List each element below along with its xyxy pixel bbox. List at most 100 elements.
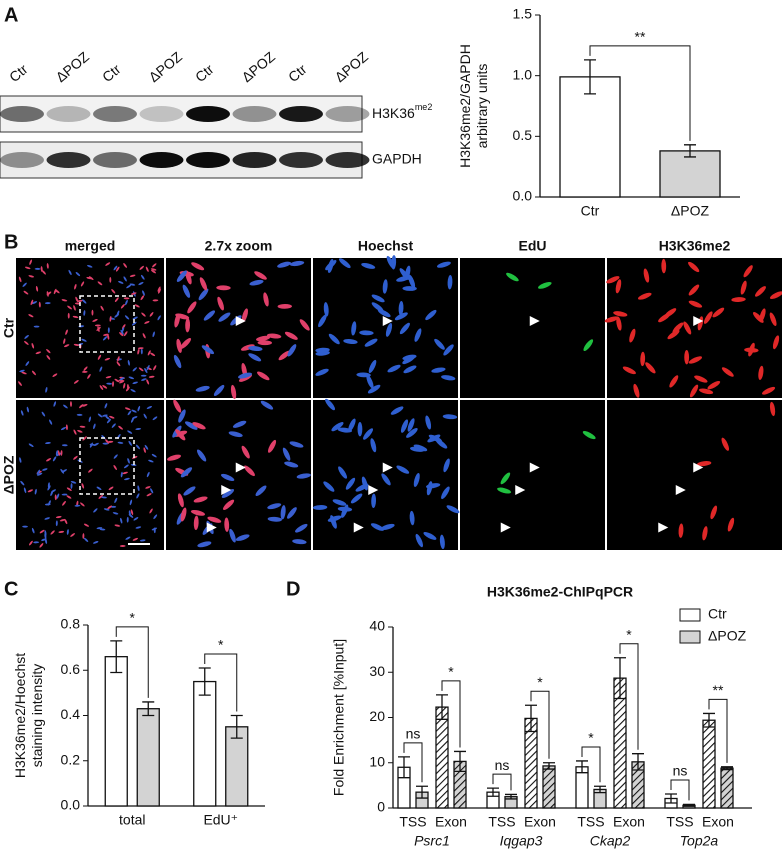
nucleus — [497, 487, 512, 494]
nucleus — [694, 375, 708, 383]
nucleus — [407, 418, 415, 432]
error-bar — [576, 760, 588, 774]
nucleus — [114, 524, 121, 527]
nucleus — [131, 292, 137, 295]
column-header: H3K36me2 — [659, 238, 731, 254]
blot-band — [325, 106, 370, 122]
nucleus — [139, 265, 144, 270]
nucleus — [146, 379, 150, 385]
nucleus — [117, 356, 120, 362]
nucleus — [278, 350, 291, 361]
legend-swatch — [679, 608, 701, 622]
nucleus — [697, 461, 712, 467]
nucleus — [629, 328, 636, 343]
nucleus — [318, 314, 327, 328]
nucleus — [133, 517, 139, 521]
nucleus — [132, 455, 138, 459]
nucleus — [312, 505, 328, 510]
nucleus — [19, 457, 22, 463]
nucleus — [132, 367, 137, 372]
significance-label: * — [537, 674, 543, 690]
nucleus — [176, 270, 187, 282]
nucleus — [241, 308, 248, 323]
significance-bracket — [115, 626, 149, 698]
nucleus — [431, 367, 446, 373]
nucleus — [153, 365, 157, 371]
nucleus — [124, 407, 131, 411]
nucleus — [145, 266, 149, 272]
nucleus — [356, 372, 371, 378]
blot-band — [0, 106, 44, 122]
arrowhead — [693, 462, 704, 473]
nucleus — [368, 359, 377, 374]
nucleus — [44, 533, 47, 540]
legend-label: Ctr — [708, 606, 727, 622]
nucleus — [282, 447, 291, 461]
nucleus — [28, 443, 34, 448]
arrowhead — [515, 485, 526, 495]
nucleus — [126, 284, 132, 289]
nucleus — [77, 299, 83, 303]
error-bar — [487, 787, 499, 797]
nucleus — [157, 286, 161, 292]
nucleus — [20, 410, 24, 416]
nucleus — [88, 468, 93, 473]
nucleus — [73, 343, 80, 346]
nucleus — [289, 441, 304, 448]
nucleus — [435, 438, 448, 449]
nucleus — [93, 508, 98, 513]
nucleus — [255, 485, 267, 497]
blot-band — [46, 152, 91, 168]
nucleus — [46, 348, 51, 354]
nucleus — [146, 405, 153, 409]
nucleus — [703, 311, 713, 324]
nucleus — [48, 500, 51, 506]
x-tick-label: TSS — [577, 814, 604, 830]
nucleus — [76, 413, 83, 416]
error-bar — [436, 694, 448, 720]
significance-label: * — [448, 664, 454, 680]
nucleus — [107, 327, 110, 334]
nucleus — [70, 481, 77, 484]
nucleus — [89, 442, 93, 448]
nucleus — [425, 415, 432, 430]
nucleus — [53, 401, 57, 407]
nucleus — [175, 429, 186, 441]
nucleus — [68, 269, 72, 276]
nucleus — [88, 416, 92, 423]
significance-label: * — [588, 730, 594, 746]
nucleus — [441, 486, 450, 500]
nucleus — [131, 409, 137, 413]
bar — [720, 767, 734, 809]
nucleus — [203, 310, 216, 321]
error-bar — [703, 712, 715, 728]
nucleus — [280, 505, 286, 520]
nucleus — [400, 419, 409, 433]
nucleus — [56, 493, 60, 499]
nucleus — [23, 290, 29, 295]
nucleus — [370, 523, 385, 531]
y-tick-label: 0.2 — [61, 751, 81, 767]
blot-band — [232, 152, 277, 168]
nucleus — [80, 502, 85, 507]
nucleus — [338, 466, 348, 479]
nucleus — [127, 360, 130, 366]
nucleus — [44, 302, 51, 305]
nucleus — [268, 439, 277, 453]
nucleus — [24, 266, 31, 270]
nucleus — [248, 346, 263, 352]
y-tick-label: 0.0 — [513, 188, 533, 204]
nucleus — [427, 434, 441, 443]
nucleus — [506, 272, 519, 282]
nucleus — [100, 305, 104, 311]
nucleus — [35, 285, 39, 292]
blot-band — [139, 106, 184, 122]
nucleus — [107, 334, 110, 340]
nucleus — [141, 274, 145, 280]
column-header: Hoechst — [358, 238, 414, 254]
error-bar — [454, 750, 466, 772]
nucleus — [769, 291, 782, 299]
nucleus — [196, 449, 207, 462]
nucleus — [137, 405, 141, 412]
nucleus — [772, 335, 780, 350]
